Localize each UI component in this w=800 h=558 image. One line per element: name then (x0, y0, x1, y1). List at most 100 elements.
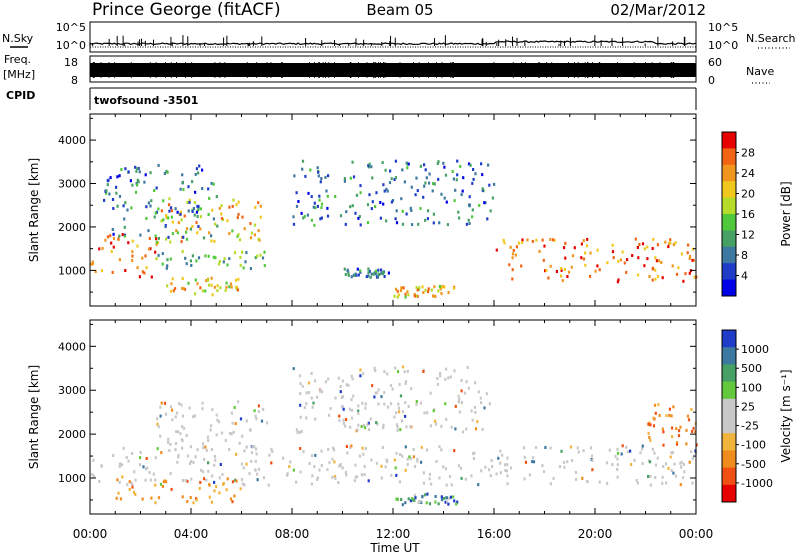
range-cell (191, 254, 194, 258)
nsky-label: N.Sky (2, 32, 34, 45)
range-cell (668, 242, 671, 246)
range-cell (404, 414, 407, 418)
range-cell (582, 257, 585, 261)
range-cell (345, 210, 348, 214)
range-cell (483, 201, 486, 205)
range-cell (257, 237, 260, 241)
range-cell (189, 227, 192, 231)
range-cell (320, 206, 323, 209)
range-cell (365, 275, 368, 279)
range-cell (188, 406, 191, 410)
range-cell (425, 176, 428, 180)
range-cell (112, 237, 116, 241)
range-cell (417, 222, 420, 226)
range-cell (406, 166, 409, 170)
range-cell (460, 379, 463, 382)
range-cell (341, 379, 344, 383)
range-cell (448, 496, 451, 500)
range-cell (616, 280, 619, 284)
range-cell (643, 264, 646, 268)
range-cell (497, 456, 500, 460)
range-cell (379, 201, 382, 204)
range-cell (472, 168, 475, 171)
range-cell (100, 269, 104, 273)
range-cell (404, 445, 407, 449)
range-cell (172, 289, 175, 293)
range-cell (372, 272, 375, 276)
range-cell (526, 238, 529, 242)
range-cell (210, 234, 213, 238)
range-cell (155, 240, 158, 244)
range-cell (380, 464, 383, 468)
range-cell (132, 490, 136, 494)
x-tick-label: 12:00 (376, 527, 411, 541)
range-cell (442, 161, 445, 165)
range-cell (334, 195, 337, 198)
range-cell (320, 177, 323, 180)
range-cell (434, 495, 437, 498)
range-cell (199, 215, 202, 219)
range-cell (91, 260, 94, 264)
range-cell (218, 262, 221, 266)
range-cell (385, 219, 388, 223)
y-tick-label: 3000 (58, 384, 86, 397)
x-tick-label: 16:00 (477, 527, 512, 541)
range-cell (389, 402, 393, 406)
range-cell (356, 267, 359, 271)
range-cell (481, 173, 484, 177)
y-tick-label: 4000 (58, 134, 86, 147)
range-cell (385, 187, 388, 191)
range-cell (377, 272, 380, 276)
range-cell (621, 444, 624, 448)
range-cell (292, 222, 296, 226)
range-cell (436, 162, 439, 165)
range-cell (199, 286, 202, 290)
range-cell (420, 445, 423, 449)
range-cell (120, 168, 123, 171)
range-cell (412, 448, 415, 451)
range-cell (351, 377, 354, 381)
range-cell (571, 254, 575, 258)
range-cell (366, 203, 370, 207)
range-cell (296, 430, 299, 434)
range-cell (465, 380, 468, 384)
range-cell (435, 460, 438, 463)
range-cell (208, 231, 211, 235)
range-cell (682, 463, 685, 466)
range-cell (204, 445, 207, 449)
range-cell (237, 277, 240, 281)
range-cell (457, 394, 460, 398)
range-cell (152, 472, 155, 476)
nsearch-label: N.Search (746, 32, 796, 45)
range-cell (447, 291, 450, 294)
range-cell (184, 478, 187, 482)
range-cell (671, 451, 674, 455)
range-cell (149, 204, 152, 208)
range-cell (233, 251, 237, 255)
range-cell (148, 471, 151, 474)
range-cell (523, 477, 526, 481)
feature-lower-patch (166, 276, 240, 297)
range-cell (254, 468, 257, 472)
range-cell (503, 241, 506, 245)
range-cell (307, 381, 311, 385)
range-cell (354, 463, 357, 467)
range-cell (118, 480, 121, 484)
range-cell (397, 293, 400, 297)
range-cell (580, 256, 583, 260)
range-cell (164, 225, 167, 229)
range-cell (368, 193, 371, 197)
range-cell (453, 286, 456, 290)
range-cell (168, 209, 171, 213)
range-cell (213, 463, 216, 467)
range-cell (232, 430, 235, 434)
range-cell (226, 477, 229, 481)
range-cell (411, 223, 414, 227)
range-cell (655, 259, 658, 263)
colorbar-segment (722, 381, 736, 400)
range-cell (213, 455, 216, 458)
range-cell (370, 458, 373, 462)
range-cell (367, 164, 370, 168)
range-cell (221, 473, 224, 476)
range-cell (404, 401, 407, 405)
